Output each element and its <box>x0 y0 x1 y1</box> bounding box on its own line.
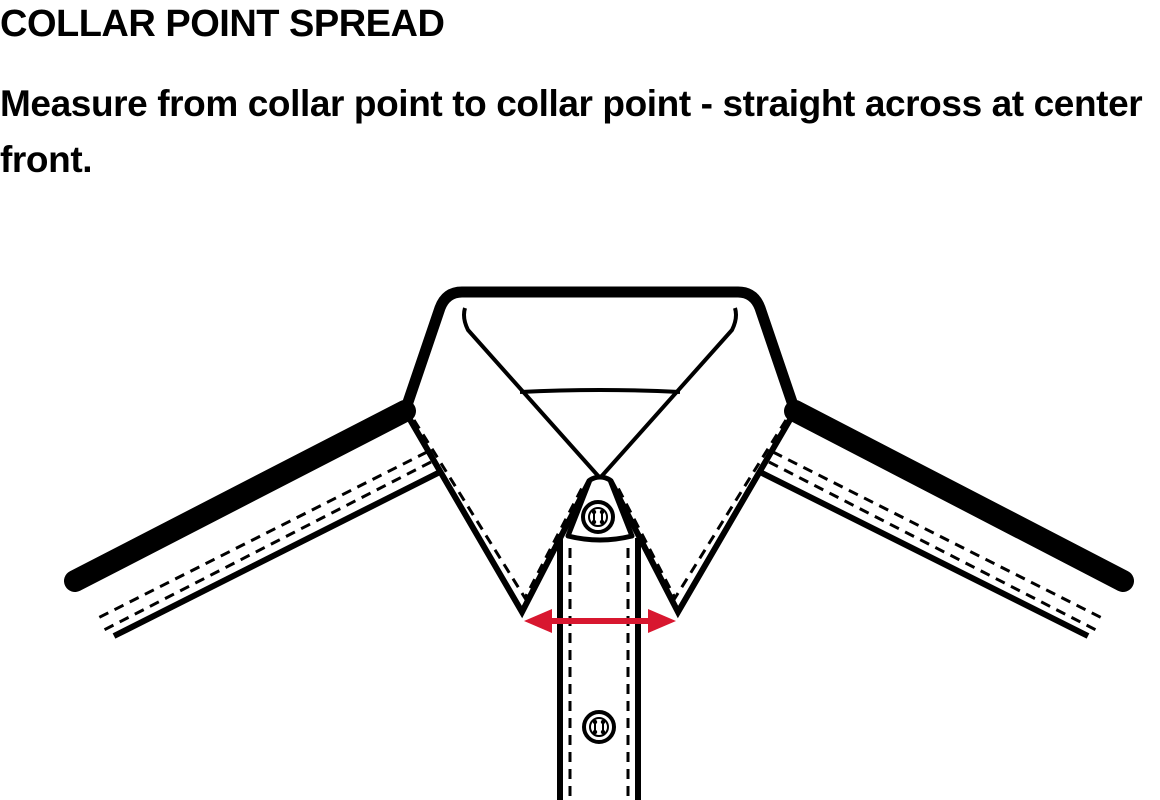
left-shoulder-outline <box>64 400 416 592</box>
right-shoulder-stitching <box>768 460 1097 632</box>
right-shoulder-seam <box>760 470 1090 639</box>
left-shoulder-stitching <box>103 460 432 632</box>
left-collar-stitching <box>412 419 586 602</box>
measurement-instruction: Measure from collar point to collar poin… <box>0 83 1143 180</box>
right-collar-leaf <box>607 409 798 619</box>
arrowhead-right <box>648 609 676 633</box>
collar-band-outline <box>399 286 801 417</box>
right-collar-stitching <box>614 419 788 602</box>
right-shoulder-stitching <box>772 450 1105 621</box>
measurement-arrow <box>524 609 676 633</box>
left-collar-leaf <box>402 409 593 619</box>
collar-button-icon <box>581 500 615 534</box>
page-title: COLLAR POINT SPREAD <box>0 3 445 45</box>
left-shoulder-stitching <box>95 450 428 621</box>
left-shoulder-seam <box>112 470 440 639</box>
collar-stand-inner <box>462 307 738 480</box>
arrowhead-left <box>524 609 552 633</box>
right-shoulder-outline <box>784 400 1134 592</box>
placket-button-icon <box>582 710 616 744</box>
collar-stand-seam <box>519 388 681 394</box>
